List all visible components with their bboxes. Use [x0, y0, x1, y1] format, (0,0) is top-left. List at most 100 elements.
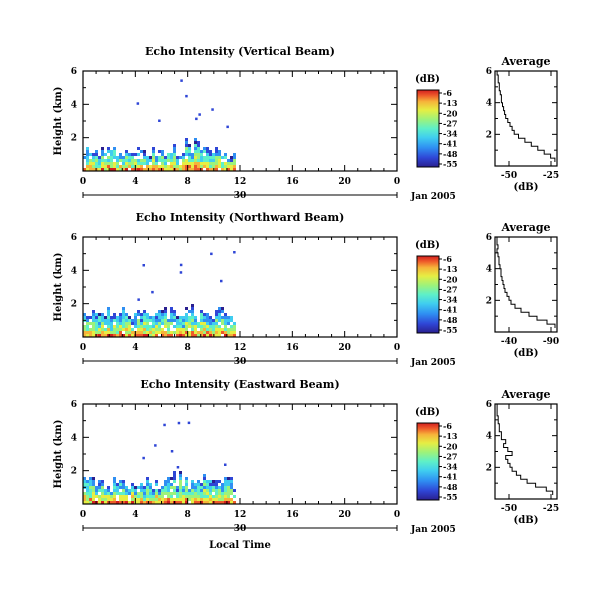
heatmap-cell: [215, 310, 218, 313]
heatmap-cell: [188, 310, 191, 313]
heatmap-cell: [197, 165, 200, 168]
heatmap-cell: [125, 319, 128, 322]
heatmap-cell: [215, 489, 218, 492]
heatmap-cell: [119, 331, 122, 334]
heatmap-cell: [185, 153, 188, 156]
heatmap-cell: [185, 477, 188, 480]
heatmap-cell: [107, 334, 110, 337]
heatmap-cell: [173, 316, 176, 319]
heatmap-cell: [209, 150, 212, 153]
heatmap-cell: [140, 498, 143, 501]
heatmap-cell: [122, 307, 125, 310]
heatmap-cell: [200, 495, 203, 498]
heatmap-cell: [170, 310, 173, 313]
colorbar-tick-label: -27: [443, 118, 457, 128]
heatmap-cell: [98, 480, 101, 483]
heatmap-cell: [152, 162, 155, 165]
heatmap-cell: [203, 489, 206, 492]
heatmap-cell: [221, 489, 224, 492]
heatmap-cell: [215, 165, 218, 168]
heatmap-cell: [185, 150, 188, 153]
heatmap-cell: [104, 165, 107, 168]
heatmap-cell: [158, 156, 161, 159]
heatmap-cell: [194, 153, 197, 156]
heatmap-cell: [191, 328, 194, 331]
heatmap-cell: [206, 328, 209, 331]
colorbar-tick-label: -13: [443, 431, 458, 441]
heatmap-cell: [92, 310, 95, 313]
heatmap-cell: [176, 498, 179, 501]
heatmap-cell: [197, 489, 200, 492]
heatmap-cell: [206, 495, 209, 498]
heatmap-cell: [137, 334, 140, 337]
heatmap-cell: [227, 480, 230, 483]
heatmap-cell: [170, 483, 173, 486]
heatmap-cell: [200, 489, 203, 492]
heatmap-cell: [209, 322, 212, 325]
heatmap-cell: [89, 159, 92, 162]
heatmap-cell: [206, 498, 209, 501]
heatmap-cell: [116, 489, 119, 492]
heatmap-cell: [137, 492, 140, 495]
heatmap-cell: [185, 495, 188, 498]
heatmap-cell: [146, 162, 149, 165]
heatmap-cell: [137, 159, 140, 162]
heatmap-cell: [170, 450, 174, 453]
heatmap-cell: [128, 489, 131, 492]
heatmap-cell: [113, 150, 116, 153]
heatmap-cell: [200, 501, 203, 504]
heatmap-cell: [152, 319, 155, 322]
heatmap-cell: [143, 322, 146, 325]
day-label: 30: [234, 357, 247, 367]
heatmap-cell: [212, 325, 215, 328]
heatmap-cell: [194, 483, 197, 486]
heatmap-cell: [185, 501, 188, 504]
heatmap-cell: [101, 319, 104, 322]
heatmap-cell: [107, 495, 110, 498]
heatmap-cell: [185, 492, 188, 495]
heatmap-cell: [194, 165, 197, 168]
y-tick-label: 4: [71, 100, 77, 110]
heatmap-cell: [179, 492, 182, 495]
heatmap-cell: [200, 153, 203, 156]
heatmap-cell: [98, 489, 101, 492]
heatmap-cell: [161, 162, 164, 165]
heatmap-cell: [233, 334, 236, 337]
heatmap-cell: [212, 486, 215, 489]
heatmap-cell: [116, 159, 119, 162]
heatmap-cell: [86, 322, 89, 325]
heatmap-cell: [122, 165, 125, 168]
heatmap-cell: [176, 322, 179, 325]
colorbar-tick-label: -55: [443, 325, 457, 335]
colorbar: [416, 422, 440, 501]
heatmap-cell: [146, 492, 149, 495]
heatmap-cell: [149, 483, 152, 486]
heatmap-cell: [161, 150, 164, 153]
heatmap-cell: [185, 334, 188, 337]
heatmap-cell: [86, 480, 89, 483]
heatmap-cell: [125, 331, 128, 334]
heatmap-cell: [197, 495, 200, 498]
heatmap-cell: [86, 319, 89, 322]
heatmap-cell: [122, 159, 125, 162]
heatmap-cell: [110, 153, 113, 156]
heatmap-cell: [203, 319, 206, 322]
heatmap-cell: [209, 489, 212, 492]
heatmap-cell: [158, 328, 161, 331]
heatmap-cell: [230, 477, 233, 480]
heatmap-cell: [227, 498, 230, 501]
heatmap-cell: [182, 153, 185, 156]
heatmap-cell: [83, 483, 86, 486]
heatmap-cell: [176, 331, 179, 334]
heatmap-cell: [197, 334, 200, 337]
profile-x-label: (dB): [514, 515, 539, 526]
heatmap-cell: [191, 498, 194, 501]
heatmap-cell: [140, 489, 143, 492]
heatmap-cell: [107, 486, 110, 489]
heatmap-cell: [200, 486, 203, 489]
profile-y-tick-label: 4: [486, 432, 492, 442]
heatmap-cell: [149, 334, 152, 337]
heatmap-cell: [110, 334, 113, 337]
heatmap-cell: [224, 316, 227, 319]
heatmap-cell: [179, 480, 182, 483]
